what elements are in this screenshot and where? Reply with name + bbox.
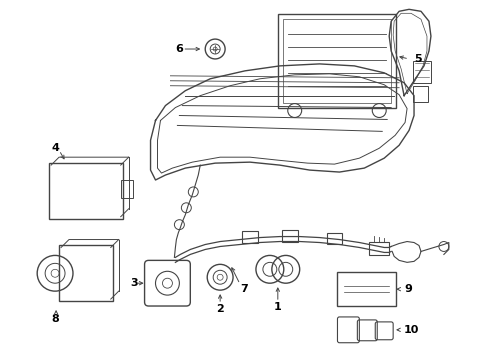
Bar: [413, 61, 431, 83]
Bar: [282, 230, 298, 242]
Bar: [369, 242, 389, 255]
Text: 1: 1: [274, 302, 282, 312]
Text: 9: 9: [404, 284, 412, 294]
Bar: [326, 233, 343, 244]
Bar: [121, 180, 133, 198]
Text: 6: 6: [175, 44, 183, 54]
Text: 10: 10: [404, 325, 419, 335]
Text: 4: 4: [51, 143, 59, 153]
Text: 5: 5: [414, 54, 422, 64]
Bar: [413, 86, 428, 102]
Text: 8: 8: [51, 314, 59, 324]
Bar: [242, 231, 258, 243]
Text: 3: 3: [131, 278, 138, 288]
Text: 2: 2: [216, 304, 224, 314]
Text: 7: 7: [240, 284, 248, 294]
